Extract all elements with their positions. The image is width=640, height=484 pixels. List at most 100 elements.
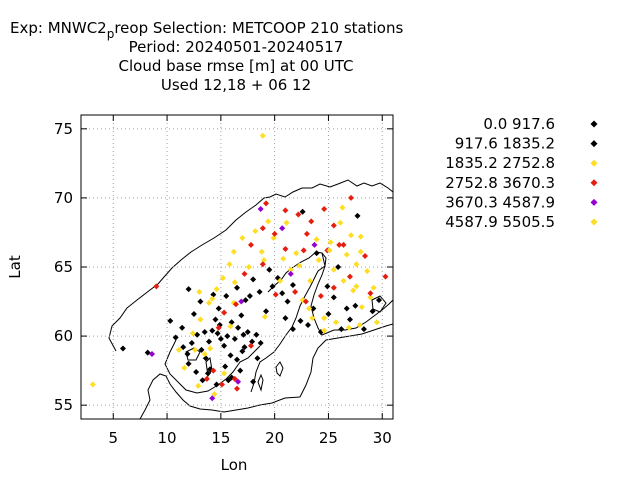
data-point — [283, 219, 290, 226]
data-point — [266, 266, 273, 273]
y-tick-label: 55 — [54, 396, 73, 414]
data-point — [207, 345, 214, 352]
data-point — [167, 317, 174, 324]
data-point — [225, 377, 232, 384]
data-point — [321, 205, 328, 212]
data-point — [293, 250, 300, 257]
data-point — [244, 328, 251, 335]
title-line-4: Used 12,18 + 06 12 — [161, 76, 311, 94]
data-point — [235, 324, 242, 331]
data-point — [153, 283, 160, 290]
data-point — [226, 261, 233, 268]
legend-marker — [590, 179, 598, 187]
data-point — [213, 286, 220, 293]
data-point — [360, 326, 367, 333]
data-point — [206, 338, 213, 345]
data-point — [277, 277, 284, 284]
title-exp-sub: p — [107, 27, 115, 41]
data-point — [221, 370, 228, 377]
data-point — [211, 391, 218, 398]
data-point — [234, 385, 240, 392]
data-point — [382, 273, 389, 280]
legend-label: 2752.8 3670.3 — [445, 174, 555, 192]
legend-label: 1835.2 2752.8 — [445, 154, 555, 172]
data-point — [321, 315, 328, 322]
data-point — [287, 270, 294, 277]
data-point — [325, 310, 332, 317]
data-point — [197, 316, 204, 323]
axis-ticks: 5 10 15 20 25 30 55 60 65 70 75 — [54, 115, 393, 447]
data-point — [259, 261, 266, 268]
data-point — [228, 319, 235, 326]
baltic-states-coast — [299, 323, 393, 398]
data-point — [193, 369, 200, 376]
x-tick-label: 20 — [265, 429, 284, 447]
data-point — [231, 335, 238, 342]
data-point — [250, 378, 257, 385]
data-point — [235, 378, 242, 385]
data-point — [172, 334, 179, 341]
data-point — [284, 298, 291, 305]
grid-lines — [81, 115, 393, 419]
data-point — [282, 315, 289, 322]
data-point — [185, 360, 192, 367]
data-point — [313, 250, 320, 257]
data-point — [336, 241, 343, 248]
lake-ladoga — [371, 295, 387, 313]
data-point — [257, 340, 264, 346]
y-tick-label: 65 — [54, 258, 73, 276]
data-point — [295, 211, 302, 218]
data-point — [238, 312, 245, 319]
chart-title: Exp: MNWC2preop Selection: METCOOP 210 s… — [10, 19, 403, 94]
data-point — [239, 234, 246, 241]
series-1 — [119, 208, 383, 388]
data-point — [357, 248, 364, 255]
data-point — [340, 241, 347, 248]
data-point — [204, 370, 211, 377]
data-point — [181, 364, 188, 371]
data-point — [217, 335, 224, 342]
legend-item: 1835.2 2752.8 — [445, 154, 598, 172]
data-point — [189, 330, 196, 337]
data-point — [241, 270, 248, 277]
data-point — [234, 284, 240, 291]
data-point — [190, 310, 197, 317]
legend-marker — [590, 159, 598, 167]
data-point — [209, 327, 216, 334]
data-point — [289, 281, 296, 288]
data-point — [337, 219, 344, 226]
x-tick-label: 5 — [109, 429, 119, 447]
data-point — [352, 302, 359, 309]
data-point — [232, 301, 239, 308]
data-point — [256, 288, 263, 295]
data-point — [238, 298, 245, 305]
data-point — [354, 212, 361, 219]
data-point — [188, 340, 195, 346]
data-point — [315, 257, 322, 264]
data-point — [252, 228, 259, 235]
data-point — [261, 313, 268, 320]
data-point — [356, 322, 363, 329]
data-point — [307, 277, 314, 284]
x-tick-label: 15 — [211, 429, 230, 447]
title-line-1: Exp: MNWC2preop Selection: METCOOP 210 s… — [10, 19, 403, 41]
data-point — [179, 324, 186, 331]
data-point — [330, 222, 337, 229]
data-point — [203, 375, 210, 382]
x-axis-label: Lon — [221, 456, 248, 474]
data-point — [330, 284, 337, 291]
data-point — [239, 348, 246, 355]
legend-marker — [590, 120, 598, 128]
legend-label: 3670.3 4587.9 — [445, 193, 555, 211]
data-point — [297, 317, 304, 324]
data-point — [271, 230, 278, 237]
legend-item: 0.0 917.6 — [483, 115, 598, 133]
data-point — [308, 218, 315, 225]
coastline-map — [108, 179, 393, 419]
gotland-island — [275, 361, 284, 377]
data-point — [210, 367, 217, 374]
data-point — [305, 322, 312, 329]
data-point — [373, 319, 380, 326]
